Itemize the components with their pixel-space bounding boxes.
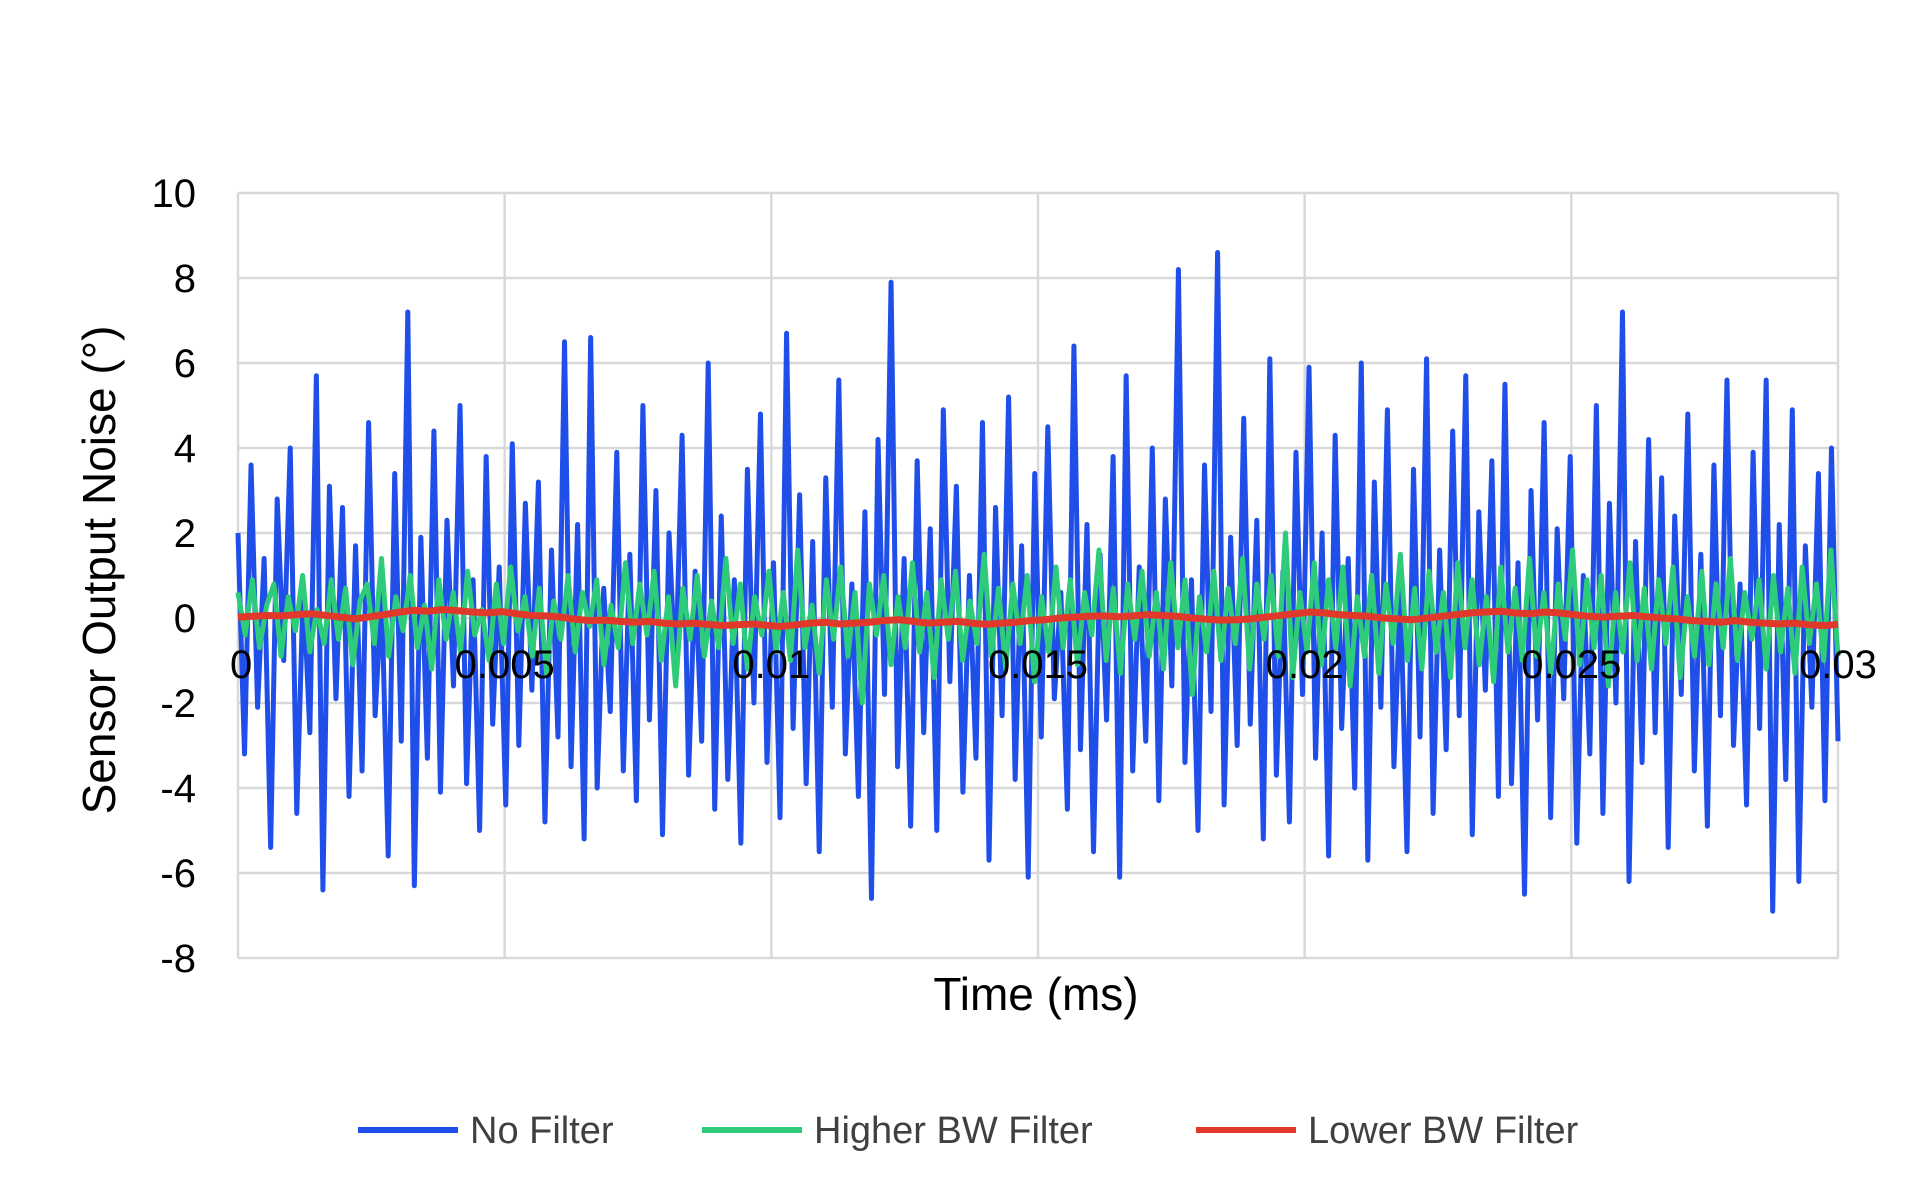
y-tick-label: -6 (160, 852, 196, 896)
y-tick-label: 2 (174, 512, 196, 556)
y-tick-labels: -8 -6 -4 -2 0 2 4 6 8 10 (152, 172, 197, 981)
x-tick-label: 0.02 (1266, 643, 1344, 687)
x-tick-labels: 0 0.005 0.01 0.015 0.02 0.025 0.03 (230, 643, 1877, 687)
y-tick-label: 8 (174, 257, 196, 301)
legend-label: Lower BW Filter (1308, 1110, 1579, 1152)
y-tick-label: 4 (174, 427, 196, 471)
series-line-lower-bw-filter (237, 606, 1839, 630)
y-tick-label: -8 (160, 937, 196, 981)
x-tick-label: 0.005 (455, 643, 555, 687)
x-tick-label: 0 (230, 643, 252, 687)
y-tick-label: -2 (160, 682, 196, 726)
x-tick-label: 0.01 (732, 643, 810, 687)
y-axis-title: Sensor Output Noise (°) (73, 326, 125, 815)
legend-label: No Filter (470, 1110, 614, 1152)
y-tick-label: 0 (174, 597, 196, 641)
y-tick-label: -4 (160, 767, 196, 811)
legend: No Filter Higher BW Filter Lower BW Filter (358, 1110, 1579, 1152)
y-tick-label: 10 (152, 172, 197, 216)
series-line-no-filter (235, 250, 1841, 914)
x-tick-label: 0.03 (1799, 643, 1877, 687)
series-lines (235, 250, 1841, 914)
y-tick-label: 6 (174, 342, 196, 386)
x-tick-label: 0.025 (1521, 643, 1621, 687)
legend-label: Higher BW Filter (814, 1110, 1093, 1152)
series-line-higher-bw-filter (235, 530, 1841, 706)
x-axis-title: Time (ms) (933, 968, 1138, 1020)
x-tick-label: 0.015 (988, 643, 1088, 687)
